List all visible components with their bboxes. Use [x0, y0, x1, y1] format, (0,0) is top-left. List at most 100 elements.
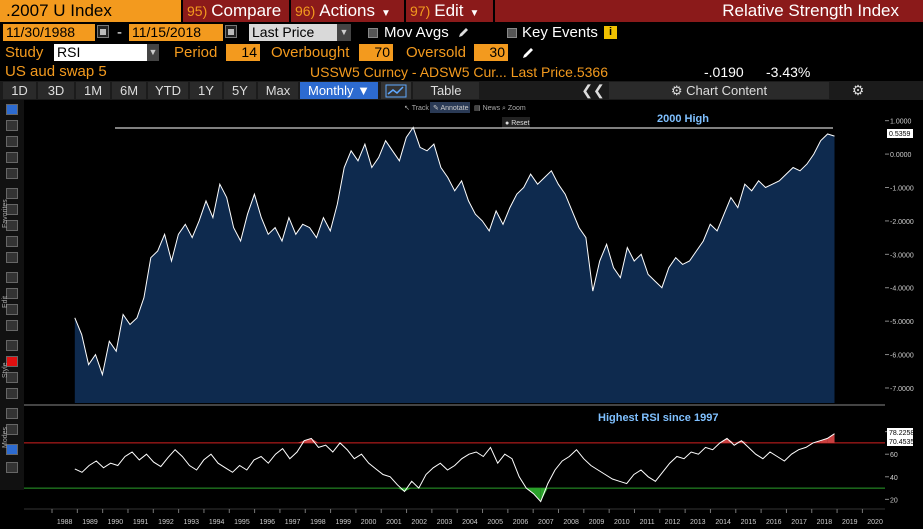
period-field[interactable]: 14 [226, 44, 260, 61]
mode-color-icon[interactable] [6, 444, 18, 455]
move-tool-icon[interactable] [6, 288, 18, 299]
study-pencil-icon[interactable] [521, 46, 535, 60]
shape-tool-icon[interactable] [6, 320, 18, 331]
fill-style-icon[interactable] [6, 388, 18, 399]
x-tick-label: 2018 [817, 519, 833, 526]
rsi-panel[interactable]: Highest RSI since 1997 80604020 78.2258 … [24, 412, 914, 504]
mov-avgs-pencil-icon[interactable] [457, 26, 469, 39]
key-events-checkbox[interactable] [507, 28, 517, 38]
line-style-icon[interactable] [6, 372, 18, 383]
study-value: RSI [57, 44, 81, 60]
reset-tool[interactable]: ● Reset [505, 120, 530, 127]
overbought-fill [296, 440, 305, 443]
start-date-field[interactable]: 11/30/1988 [3, 24, 95, 41]
table-button[interactable]: Table [413, 82, 479, 99]
x-tick-label: 1999 [335, 519, 351, 526]
oversold-label: Oversold [406, 44, 467, 61]
period-6m[interactable]: 6M [112, 82, 146, 99]
track-tool[interactable]: ↖ Track [404, 105, 429, 112]
period-3d[interactable]: 3D [38, 82, 74, 99]
pct-change: -3.43% [766, 64, 811, 80]
study-label: Study [5, 44, 44, 61]
study-select[interactable]: RSI ▼ [54, 44, 159, 61]
chart-content-button[interactable]: ⚙ Chart Content [609, 82, 829, 99]
actions-num: 96) [295, 3, 316, 19]
x-tick-label: 2013 [690, 519, 706, 526]
text-tool-icon[interactable] [6, 136, 18, 147]
chart-type-button[interactable] [381, 82, 411, 99]
channel-tool-icon[interactable] [6, 252, 18, 263]
period-label: Period [174, 44, 218, 61]
y-tick-label: -1.0000 [890, 186, 914, 193]
x-tick-label: 2001 [386, 519, 402, 526]
settings-gear-icon[interactable]: ⚙ [846, 82, 870, 99]
draw-tool-icon[interactable] [6, 120, 18, 131]
chart-toolbar: 1D 3D 1M 6M YTD 1Y 5Y Max Monthly ▼ Tabl… [0, 81, 923, 100]
price-panel[interactable]: 2000 High 1.0000 0.0000 -1.0000 -2.0000 -3.0… [74, 113, 914, 404]
study-dropdown-icon: ▼ [147, 44, 159, 61]
period-1d[interactable]: 1D [3, 82, 36, 99]
x-tick-label: 2000 [361, 519, 377, 526]
x-tick-label: 1995 [234, 519, 250, 526]
measure-tool-icon[interactable] [6, 152, 18, 163]
price-field-value: Last Price [252, 24, 315, 40]
end-calendar-icon[interactable] [225, 25, 237, 38]
frequency-caret-icon: ▼ [357, 83, 371, 98]
compare-button[interactable]: 95) Compare [183, 0, 289, 22]
left-tool-strip: Favorites Edit Style Modes [0, 100, 24, 490]
line-width-tool-icon[interactable] [6, 340, 18, 351]
end-date-field[interactable]: 11/15/2018 [129, 24, 223, 41]
x-tick-label: 1993 [183, 519, 199, 526]
x-tick-label: 1992 [158, 519, 174, 526]
edit-label: Edit [434, 1, 464, 20]
overbought-field[interactable]: 70 [359, 44, 393, 61]
start-calendar-icon[interactable] [97, 25, 109, 38]
period-ytd[interactable]: YTD [148, 82, 188, 99]
period-1m[interactable]: 1M [76, 82, 110, 99]
mode-link-icon[interactable] [6, 408, 18, 419]
period-1y[interactable]: 1Y [190, 82, 222, 99]
y-tick-label: -5.0000 [890, 319, 914, 326]
line-tool-icon[interactable] [6, 220, 18, 231]
actions-button[interactable]: 96) Actions ▼ [291, 0, 404, 22]
price-field-select[interactable]: Last Price ▼ [249, 24, 351, 41]
news-label: News [483, 105, 501, 112]
overbought-fill [311, 438, 319, 443]
erase-tool-icon[interactable] [6, 272, 18, 283]
zoom-label: Zoom [508, 105, 526, 112]
crosshair-tool-icon[interactable] [6, 168, 18, 179]
annotate-tool[interactable]: ✎ Annotate [433, 105, 469, 112]
y-tick-label: -3.0000 [890, 252, 914, 259]
overbought-fill [820, 438, 828, 443]
zoom-tool[interactable]: ⌕ Zoom [502, 105, 526, 112]
ticker-field[interactable]: .2007 U Index [0, 0, 181, 22]
mode-cursor-icon[interactable] [6, 424, 18, 435]
chart-panel[interactable]: ↖ Track ✎ Annotate ▤ News ⌕ Zoom ● Reset… [0, 100, 923, 529]
info-icon[interactable]: i [604, 26, 617, 39]
mov-avgs-checkbox[interactable] [368, 28, 378, 38]
rsi-last-label-2: 70.4535 [889, 439, 914, 446]
frequency-select[interactable]: Monthly ▼ [300, 82, 378, 99]
edit-button[interactable]: 97) Edit ▼ [406, 0, 493, 22]
annotate-label: Annotate [440, 105, 468, 112]
mode-gear-icon[interactable] [6, 462, 18, 473]
collapse-chevron-icon[interactable]: ❮❮ [581, 82, 605, 99]
oversold-field[interactable]: 30 [474, 44, 508, 61]
pointer-tool-icon[interactable] [6, 104, 18, 115]
title-bar: .2007 U Index 95) Compare 96) Actions ▼ 97)… [0, 0, 923, 22]
period-max[interactable]: Max [258, 82, 298, 99]
color-picker-icon[interactable] [6, 356, 18, 367]
track-glyph: ↖ [404, 105, 412, 112]
news-tool[interactable]: ▤ News [474, 105, 501, 112]
pen-tool-icon[interactable] [6, 204, 18, 215]
period-5y[interactable]: 5Y [224, 82, 256, 99]
rsi-y-tick-label: 60 [890, 452, 898, 459]
security-desc: USSW5 Curncy - ADSW5 Cur... Last Price.5… [310, 63, 608, 81]
y-tick-label: -6.0000 [890, 353, 914, 360]
ruler-tool-icon[interactable] [6, 188, 18, 199]
mov-avgs-label: Mov Avgs [384, 24, 449, 41]
price-dropdown-icon: ▼ [337, 24, 351, 41]
net-change: -.0190 [704, 64, 744, 80]
fib-tool-icon[interactable] [6, 304, 18, 315]
hline-tool-icon[interactable] [6, 236, 18, 247]
